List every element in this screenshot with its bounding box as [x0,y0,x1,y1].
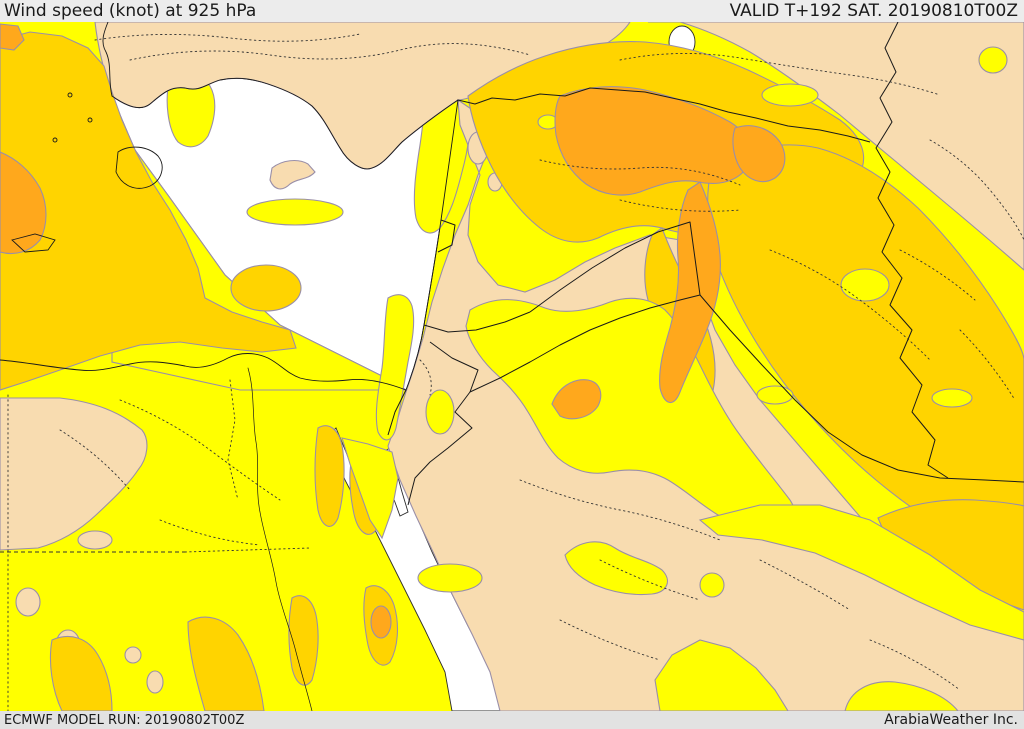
island-rhodes [115,146,163,189]
border-saudi-iraq [469,294,1024,483]
yellow-south-cyprus-streak [246,198,344,226]
gold-suez-coast [314,425,345,527]
orange-north-syria [554,86,752,196]
admin-line-egypt [59,429,131,491]
yellow-islet-iraq [761,83,819,107]
yellow-bottom-blob [654,639,789,712]
yellow-bottom-blob [844,681,960,712]
egypt-north-coast [0,353,407,391]
border-syria-iraq [529,221,701,313]
tan-islet [77,530,113,550]
border-israel-egypt [387,389,407,436]
orange-topleft-corner [0,23,25,51]
tan-west-egypt [0,397,148,551]
model-run-label: ECMWF MODEL RUN: 20190802T00Z [4,712,245,728]
admin-line-saudi [869,639,961,691]
admin-line-egypt [227,379,239,501]
aegean-coast [102,21,113,97]
nile-river [247,367,313,712]
tan-islet [15,587,41,617]
orange-aegean-west [0,151,47,255]
island-dot [67,92,73,98]
gold-redsea-streak [288,595,319,686]
footer-bar: ECMWF MODEL RUN: 20190802T00Z ArabiaWeat… [0,711,1024,729]
yellow-saudi-blob [564,541,668,596]
admin-line-iran [959,329,1016,401]
admin-line-iran [929,139,1024,241]
map-title: Wind speed (knot) at 925 hPa [4,1,257,21]
admin-line-egypt [159,519,261,546]
brand-label: ArabiaWeather Inc. [884,712,1018,728]
gold-redsea-streak [187,616,265,712]
yellow-sinai-fringe [341,437,399,540]
yellow-islet-iran [840,268,890,302]
yellow-galilee-strip [375,294,415,441]
gold-aegean [0,31,297,391]
orange-aqaba-blob [370,605,392,639]
border-lebanon [437,219,456,253]
admin-line-jordan [419,359,432,396]
admin-line-egypt [119,399,281,501]
turkey-south-coast [111,77,459,170]
admin-line-sudan [184,547,311,553]
yellow-band-southeast [698,504,1024,641]
island-crete [11,233,56,253]
admin-line-iraq-iran [769,249,931,361]
admin-line-syria [539,159,741,186]
validity-label: VALID T+192 SAT. 20190810T00Z [729,1,1018,21]
orange-north-iraq [732,125,786,183]
yellow-saudi-dot [699,572,725,598]
admin-line-iraq [619,199,741,212]
linework-layer [0,21,1024,712]
yellow-islet-iran-edge [978,46,1008,74]
admin-line-iran [899,249,976,301]
title-bar: Wind speed (knot) at 925 hPa VALID T+192… [0,0,1024,22]
yellow-patch [417,563,483,593]
tan-cyprus [269,159,316,190]
tan-islet [124,646,142,664]
band-severe-layer [0,23,786,639]
levant-coast [405,99,459,391]
island-dot [87,117,93,123]
orange-west-iraq-arm [659,181,721,403]
gold-redsea-streak [49,636,113,712]
gold-blob-sea [230,264,302,312]
border-syria-jordan [423,311,531,333]
band-mid-patch-layer [341,46,1024,712]
orange-rutba-blob [551,379,602,420]
island-dot [52,137,58,143]
tan-islet [146,670,164,694]
tan-caucasus-iran [648,21,1024,271]
admin-line-saudi [519,479,721,541]
admin-line-turkey [129,43,531,61]
yellow-islet-iraq [756,385,794,405]
yellow-islet-iran [931,388,973,408]
border-jordan-saudi [407,341,479,506]
border-turkey-syria-iraq [457,87,871,143]
yellow-patch-jordan [425,389,455,435]
border-iran-west [875,21,949,479]
